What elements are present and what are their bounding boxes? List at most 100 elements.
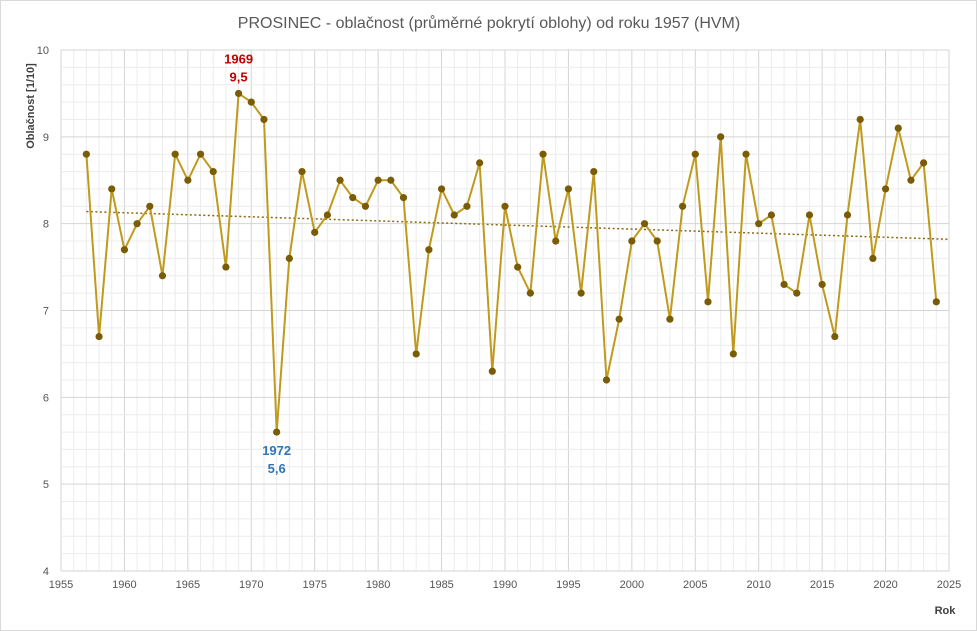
data-point bbox=[564, 185, 573, 193]
x-tick-label: 2020 bbox=[873, 579, 897, 591]
data-point bbox=[793, 289, 801, 297]
data-point bbox=[374, 176, 382, 184]
data-point bbox=[260, 115, 268, 124]
annotation-value: 9,5 bbox=[230, 69, 248, 84]
x-tick-label: 2010 bbox=[746, 579, 770, 591]
data-point bbox=[311, 228, 319, 236]
data-point bbox=[108, 185, 116, 193]
data-point bbox=[412, 350, 420, 358]
data-point bbox=[742, 150, 750, 158]
data-point bbox=[729, 350, 737, 358]
chart-title: PROSINEC - oblačnost (průměrné pokrytí o… bbox=[238, 14, 740, 32]
data-point bbox=[171, 150, 179, 158]
data-point bbox=[704, 298, 712, 306]
data-point bbox=[615, 315, 623, 323]
data-point bbox=[298, 167, 306, 176]
data-point bbox=[146, 202, 154, 210]
y-tick-label: 4 bbox=[43, 566, 49, 578]
x-tick-label: 1995 bbox=[556, 579, 580, 591]
data-point bbox=[552, 237, 560, 245]
data-point bbox=[869, 254, 877, 262]
data-point bbox=[425, 246, 433, 254]
annotation-year: 1972 bbox=[262, 443, 291, 458]
x-tick-label: 1990 bbox=[493, 579, 517, 591]
data-point bbox=[247, 98, 255, 106]
axes: 1955 1960 1965 1970 1975 1980 1985 1990 1995 2000… bbox=[37, 45, 961, 591]
data-point bbox=[222, 263, 230, 271]
data-point bbox=[209, 167, 217, 176]
data-point bbox=[285, 254, 293, 262]
data-point bbox=[679, 202, 687, 210]
data-point bbox=[349, 194, 357, 202]
data-point bbox=[539, 150, 547, 158]
y-tick-label: 8 bbox=[43, 219, 49, 231]
data-point bbox=[717, 133, 725, 141]
data-point bbox=[602, 376, 611, 384]
data-point bbox=[323, 211, 331, 219]
data-point bbox=[158, 272, 167, 280]
data-point bbox=[831, 332, 839, 341]
x-tick-label: 2005 bbox=[683, 579, 707, 591]
data-point bbox=[932, 298, 940, 306]
data-point bbox=[920, 159, 928, 167]
data-point bbox=[361, 202, 370, 210]
annotations: 1969 9,5 1972 5,6 bbox=[224, 51, 291, 476]
x-axis-title: Rok bbox=[935, 605, 957, 617]
data-point bbox=[640, 220, 649, 228]
grid bbox=[60, 49, 950, 572]
data-point bbox=[780, 280, 788, 289]
data-point bbox=[590, 167, 598, 176]
x-tick-label: 2025 bbox=[937, 579, 961, 591]
x-tick-label: 1965 bbox=[176, 579, 200, 591]
x-tick-label: 1970 bbox=[239, 579, 263, 591]
data-point bbox=[463, 202, 471, 210]
data-point bbox=[577, 289, 585, 297]
data-point bbox=[437, 185, 446, 193]
data-point bbox=[501, 202, 509, 210]
x-tick-label: 1955 bbox=[49, 579, 73, 591]
data-point bbox=[805, 211, 814, 219]
data-point bbox=[82, 150, 90, 158]
annotation-year: 1969 bbox=[224, 51, 253, 66]
data-point bbox=[628, 237, 636, 245]
data-point bbox=[666, 315, 674, 323]
series-line bbox=[85, 92, 938, 434]
data-point bbox=[476, 159, 484, 167]
data-point bbox=[387, 176, 395, 184]
data-point bbox=[336, 176, 344, 184]
x-tick-label: 1975 bbox=[302, 579, 326, 591]
data-point bbox=[488, 367, 496, 375]
data-point bbox=[120, 246, 129, 254]
data-point bbox=[818, 280, 826, 289]
x-tick-label: 2015 bbox=[810, 579, 834, 591]
annotation-value: 5,6 bbox=[268, 461, 286, 476]
data-point bbox=[843, 211, 852, 219]
data-series bbox=[82, 89, 940, 436]
data-point bbox=[526, 289, 534, 297]
data-point bbox=[450, 211, 458, 219]
data-point bbox=[691, 150, 699, 158]
data-point bbox=[767, 211, 776, 219]
x-tick-label: 2000 bbox=[620, 579, 644, 591]
data-point bbox=[894, 124, 902, 132]
y-tick-label: 6 bbox=[43, 392, 49, 404]
data-point bbox=[856, 115, 864, 124]
data-point bbox=[133, 220, 141, 228]
data-point bbox=[184, 176, 192, 184]
y-axis-title: Oblačnost [1/10] bbox=[25, 63, 37, 149]
y-tick-label: 9 bbox=[43, 132, 49, 144]
data-point bbox=[514, 263, 522, 271]
y-tick-label: 7 bbox=[43, 306, 49, 318]
data-point bbox=[196, 150, 205, 158]
data-point bbox=[755, 220, 763, 228]
data-point bbox=[399, 194, 408, 202]
data-point bbox=[907, 176, 915, 184]
data-point bbox=[95, 332, 103, 341]
data-point bbox=[881, 185, 890, 193]
y-tick-label: 10 bbox=[37, 45, 49, 57]
x-tick-label: 1985 bbox=[429, 579, 453, 591]
x-tick-label: 1980 bbox=[366, 579, 390, 591]
x-tick-label: 1960 bbox=[112, 579, 136, 591]
